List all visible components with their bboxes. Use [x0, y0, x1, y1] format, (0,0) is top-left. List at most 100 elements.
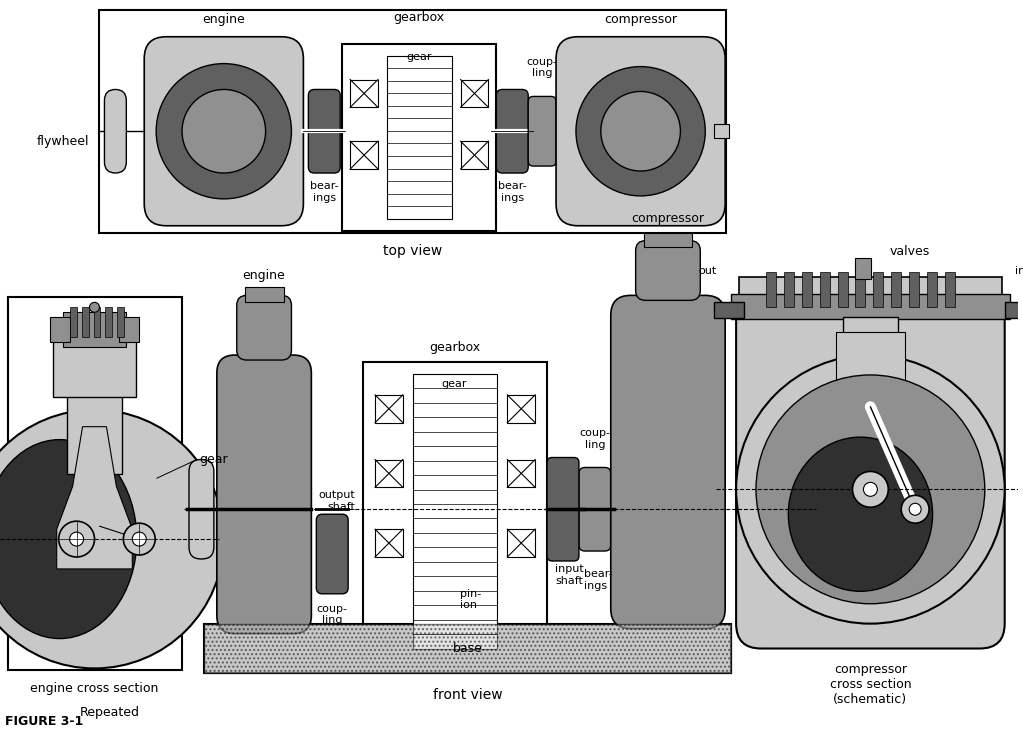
Circle shape	[70, 532, 84, 546]
Text: FIGURE 3-1: FIGURE 3-1	[5, 715, 83, 728]
Text: flywheel: flywheel	[37, 135, 90, 148]
Bar	[838, 272, 847, 308]
Bar	[945, 272, 954, 308]
FancyBboxPatch shape	[236, 295, 292, 360]
FancyBboxPatch shape	[189, 459, 214, 559]
Text: front view: front view	[433, 688, 502, 702]
Bar	[507, 459, 535, 487]
Text: gearbox: gearbox	[429, 341, 480, 354]
Text: engine: engine	[203, 13, 246, 26]
Bar	[714, 124, 729, 138]
Text: pin-
ion: pin- ion	[459, 589, 481, 611]
FancyBboxPatch shape	[144, 37, 304, 226]
Bar	[413, 374, 497, 649]
Circle shape	[157, 64, 292, 199]
FancyBboxPatch shape	[316, 515, 348, 594]
Circle shape	[737, 355, 1005, 624]
Circle shape	[576, 67, 705, 196]
Text: Repeated: Repeated	[80, 706, 139, 719]
Bar	[1005, 302, 1023, 319]
FancyBboxPatch shape	[737, 297, 1005, 649]
Circle shape	[0, 410, 224, 669]
Text: compressor
cross section
(schematic): compressor cross section (schematic)	[830, 664, 911, 706]
Bar	[244, 288, 283, 302]
Bar	[784, 272, 794, 308]
Bar	[375, 459, 403, 487]
Text: compressor: compressor	[605, 13, 677, 26]
FancyBboxPatch shape	[217, 355, 311, 633]
FancyBboxPatch shape	[557, 37, 725, 226]
Bar	[375, 395, 403, 423]
Text: coup-
ling: coup- ling	[317, 604, 348, 625]
Text: compressor: compressor	[631, 212, 704, 225]
Circle shape	[58, 521, 94, 557]
Bar	[507, 529, 535, 557]
Text: input
shaft: input shaft	[555, 564, 584, 586]
Text: bear-
ings: bear- ings	[498, 181, 527, 203]
Bar	[802, 272, 811, 308]
Bar	[643, 233, 693, 247]
Bar	[507, 395, 535, 423]
Circle shape	[124, 523, 155, 555]
Text: gear: gear	[198, 453, 227, 466]
Text: out: out	[698, 266, 716, 275]
FancyBboxPatch shape	[635, 241, 701, 300]
Bar	[927, 272, 937, 308]
Bar	[874, 272, 883, 308]
Bar	[350, 79, 379, 107]
Bar	[909, 272, 919, 308]
Bar	[460, 79, 488, 107]
Circle shape	[909, 504, 921, 515]
Text: top view: top view	[384, 244, 442, 258]
Text: coup-
ling: coup- ling	[527, 57, 558, 79]
Bar	[120, 317, 139, 342]
Bar	[739, 277, 1002, 319]
Circle shape	[863, 482, 878, 496]
Bar	[891, 272, 901, 308]
Bar	[855, 272, 865, 308]
Bar	[53, 322, 136, 397]
Circle shape	[852, 471, 888, 507]
Text: engine cross section: engine cross section	[31, 683, 159, 695]
Bar	[460, 141, 488, 169]
Text: base: base	[452, 642, 483, 655]
Circle shape	[132, 532, 146, 546]
Bar	[70, 308, 77, 337]
Ellipse shape	[789, 437, 933, 592]
Bar	[766, 272, 775, 308]
Bar	[204, 624, 731, 673]
Text: valves: valves	[890, 244, 930, 258]
Bar	[82, 308, 89, 337]
FancyBboxPatch shape	[528, 96, 557, 166]
Bar	[8, 297, 182, 670]
FancyBboxPatch shape	[547, 457, 579, 561]
Text: gear: gear	[442, 379, 468, 389]
Bar	[204, 624, 731, 673]
Text: gearbox: gearbox	[393, 11, 444, 24]
Bar	[855, 258, 872, 280]
Bar	[387, 56, 451, 219]
Circle shape	[90, 302, 99, 312]
Bar	[697, 298, 718, 322]
Bar	[62, 312, 126, 347]
Polygon shape	[56, 426, 132, 569]
FancyBboxPatch shape	[104, 90, 126, 173]
FancyBboxPatch shape	[579, 468, 611, 551]
Ellipse shape	[0, 440, 137, 639]
Bar	[363, 362, 547, 661]
Circle shape	[601, 92, 680, 171]
FancyBboxPatch shape	[308, 90, 341, 173]
Bar	[118, 308, 125, 337]
Text: engine: engine	[242, 269, 285, 282]
Circle shape	[182, 90, 266, 173]
Text: gear: gear	[406, 51, 432, 62]
Bar	[66, 385, 123, 474]
Text: output
shaft: output shaft	[318, 490, 355, 512]
Bar	[99, 10, 726, 233]
Bar	[342, 44, 496, 230]
Bar	[105, 308, 113, 337]
FancyBboxPatch shape	[611, 295, 725, 628]
Text: bear-
ings: bear- ings	[310, 181, 339, 203]
Bar	[714, 302, 744, 319]
Bar	[843, 317, 898, 417]
